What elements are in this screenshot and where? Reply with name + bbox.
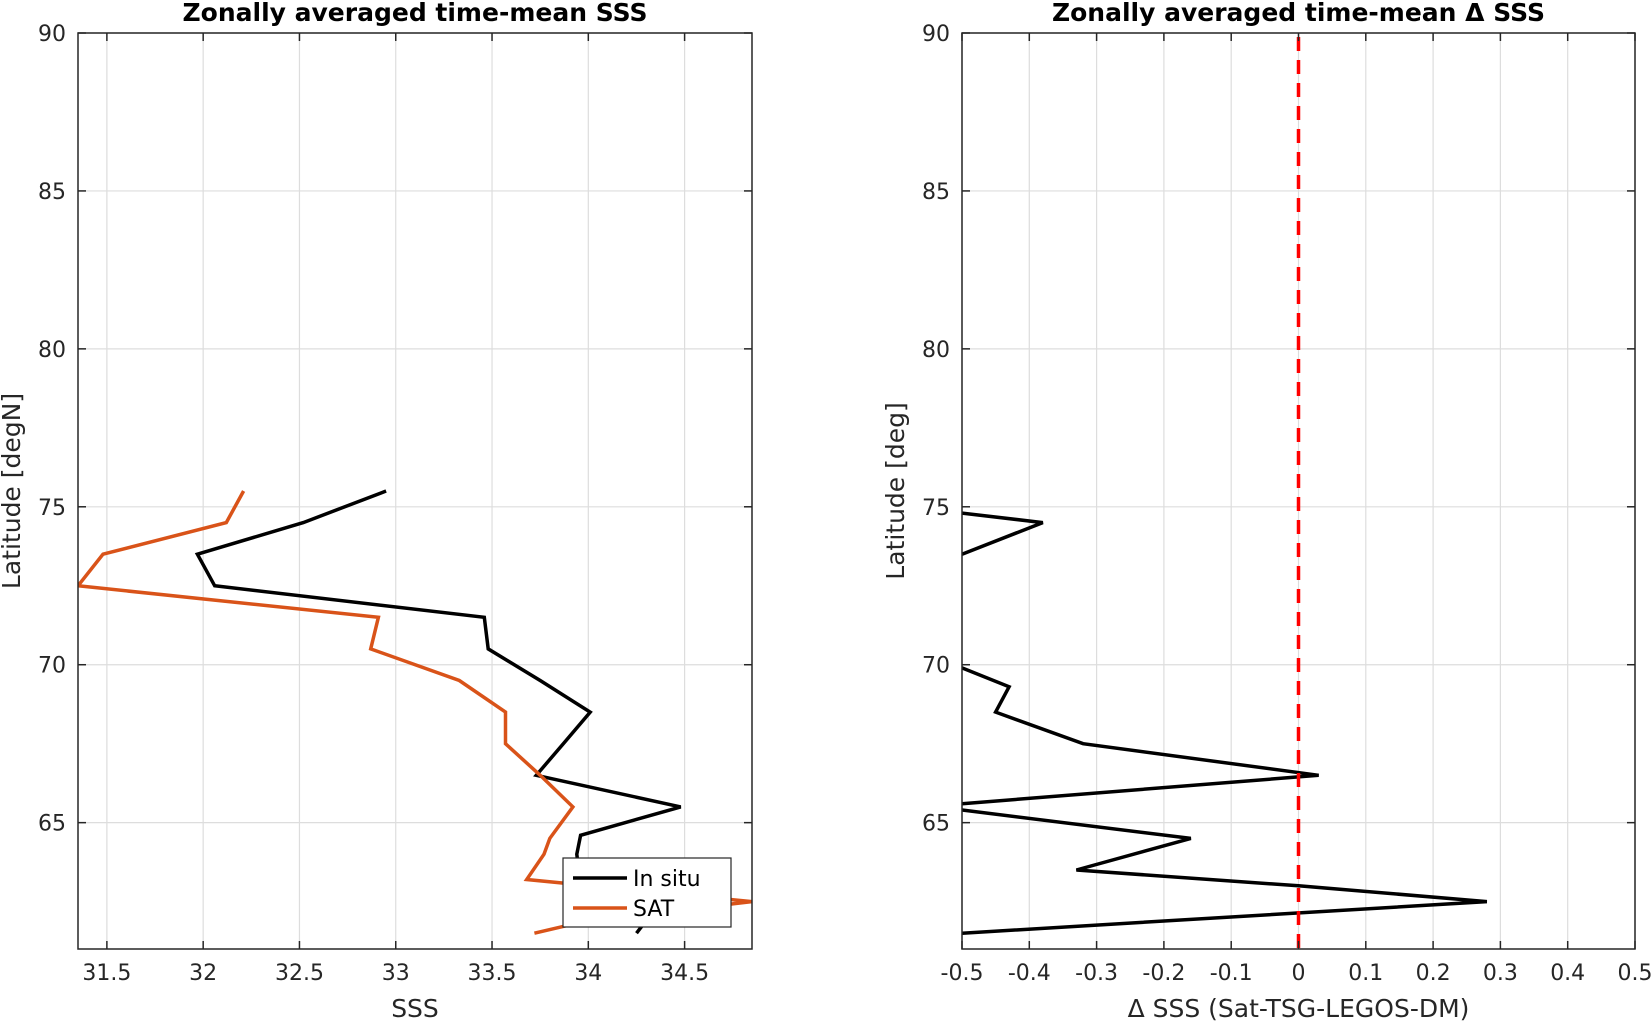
x-tick-label: -0.5 (941, 961, 984, 986)
left-plot-area (78, 33, 752, 949)
x-tick-label: 33.5 (468, 961, 517, 986)
x-tick-label: 0 (1292, 961, 1306, 986)
left-ticks: 31.5 32 32.5 33 33.5 34 34.5 65 70 75 80 85 90 (38, 22, 752, 986)
left-axes-frame (77, 32, 753, 950)
series-line-delta-sss-segment-1 (962, 666, 1319, 806)
right-chart-panel: -0.5 -0.4 -0.3 -0.2 -0.1 0 0.1 0.2 0.3 0.4 0.5 65 70… (881, 0, 1651, 1023)
right-y-axis-label: Latitude [deg] (881, 402, 910, 579)
y-tick-label: 85 (922, 180, 950, 205)
legend: In situ SAT (562, 857, 732, 928)
x-tick-label: 0.2 (1416, 961, 1451, 986)
series-line-delta-sss-segment-2 (962, 511, 1044, 556)
y-tick-label: 80 (922, 338, 950, 363)
y-tick-label: 75 (922, 496, 950, 521)
right-x-axis-label: Δ SSS (Sat-TSG-LEGOS-DM) (1128, 994, 1470, 1023)
left-chart-title: Zonally averaged time-mean SSS (183, 0, 648, 27)
x-tick-label: 0.1 (1348, 961, 1383, 986)
y-tick-label: 90 (38, 22, 66, 47)
left-chart-panel: 31.5 32 32.5 33 33.5 34 34.5 65 70 75 80 85 90 Zonal… (0, 0, 753, 1023)
series-line-delta-sss-segment-0 (962, 808, 1488, 935)
left-x-axis-label: SSS (391, 994, 439, 1023)
legend-label-in-situ: In situ (633, 867, 701, 892)
x-tick-label: 34.5 (660, 961, 709, 986)
y-tick-label: 80 (38, 338, 66, 363)
right-series-group (962, 511, 1488, 935)
y-tick-label: 85 (38, 180, 66, 205)
x-tick-label: 0.5 (1618, 961, 1651, 986)
y-tick-label: 65 (38, 812, 66, 837)
x-tick-label: 31.5 (82, 961, 131, 986)
x-tick-label: 32 (189, 961, 217, 986)
y-tick-label: 65 (922, 812, 950, 837)
x-tick-label: -0.1 (1210, 961, 1253, 986)
y-tick-label: 70 (38, 654, 66, 679)
y-tick-label: 75 (38, 496, 66, 521)
x-tick-label: -0.2 (1142, 961, 1185, 986)
x-tick-label: 33 (382, 961, 410, 986)
legend-label-sat: SAT (633, 897, 675, 922)
x-tick-label: -0.4 (1008, 961, 1051, 986)
x-tick-label: 34 (574, 961, 602, 986)
x-tick-label: 32.5 (275, 961, 324, 986)
left-y-axis-label: Latitude [degN] (0, 393, 26, 589)
legend-box (562, 857, 732, 928)
y-tick-label: 90 (922, 22, 950, 47)
y-tick-label: 70 (922, 654, 950, 679)
right-chart-title: Zonally averaged time-mean Δ SSS (1052, 0, 1545, 27)
x-tick-label: 0.4 (1550, 961, 1585, 986)
x-tick-label: -0.3 (1075, 961, 1118, 986)
right-ticks: -0.5 -0.4 -0.3 -0.2 -0.1 0 0.1 0.2 0.3 0.4 0.5 65 70… (922, 22, 1651, 986)
x-tick-label: 0.3 (1483, 961, 1518, 986)
